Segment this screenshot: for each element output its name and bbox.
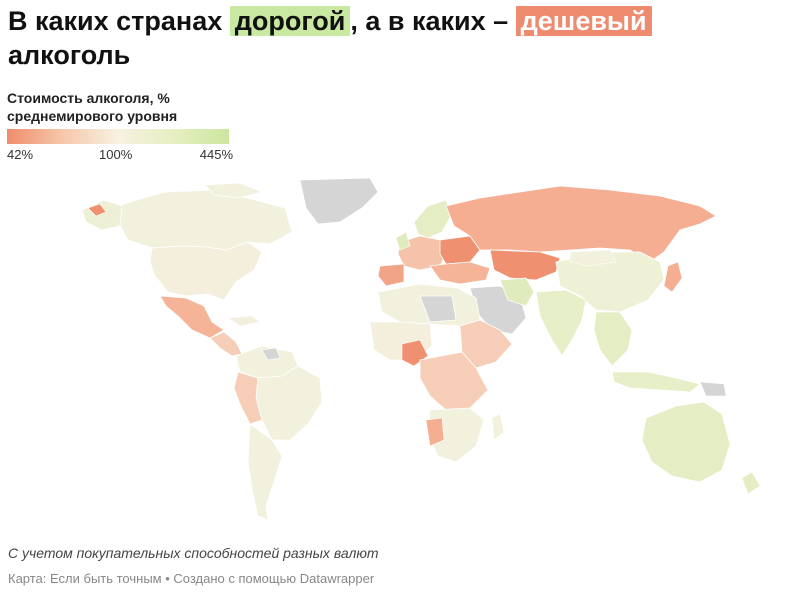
chart-title: В каких странах дорогой, а в каких – деш… <box>8 4 768 72</box>
region-central-asia[interactable] <box>489 249 561 281</box>
region-new-zealand[interactable] <box>741 471 761 495</box>
world-choropleth-map <box>81 177 761 521</box>
region-papua[interactable] <box>699 381 727 397</box>
region-uk-ireland[interactable] <box>395 231 411 251</box>
region-canada[interactable] <box>117 189 293 251</box>
region-indonesia[interactable] <box>611 371 701 393</box>
region-scandinavia[interactable] <box>413 199 453 239</box>
highlight-cheap: дешевый <box>515 6 652 36</box>
region-iran[interactable] <box>499 277 535 307</box>
region-central-america[interactable] <box>209 331 243 357</box>
title-part-3: алкоголь <box>8 40 131 70</box>
region-balkans[interactable] <box>429 261 491 285</box>
region-usa[interactable] <box>149 241 263 301</box>
region-arctic-islands[interactable] <box>204 182 264 199</box>
legend-gradient-bar <box>7 129 229 144</box>
region-southeast-asia[interactable] <box>593 311 633 367</box>
region-sahara[interactable] <box>419 295 457 323</box>
region-australia[interactable] <box>641 401 731 483</box>
legend-min-label: 42% <box>7 147 34 162</box>
region-argentina-chile[interactable] <box>247 423 283 521</box>
highlight-expensive: дорогой <box>229 6 351 36</box>
region-greenland[interactable] <box>299 177 379 225</box>
footnote: С учетом покупательных способностей разн… <box>8 545 379 561</box>
region-madagascar[interactable] <box>491 413 505 441</box>
legend-mid-label: 100% <box>99 147 133 162</box>
region-brazil[interactable] <box>255 365 323 441</box>
region-mexico[interactable] <box>159 295 225 339</box>
legend-ticks: 42% 100% 445% <box>7 147 233 165</box>
region-japan[interactable] <box>663 261 683 293</box>
region-angola[interactable] <box>425 417 445 447</box>
title-part-1: В каких странах <box>8 6 230 36</box>
region-india[interactable] <box>535 289 587 357</box>
region-aleutian[interactable] <box>87 203 107 217</box>
source-credit: Карта: Если быть точным • Создано с помо… <box>8 571 375 586</box>
legend-title: Стоимость алкоголя, % среднемирового уро… <box>7 90 178 124</box>
region-peru-bolivia[interactable] <box>233 371 263 425</box>
color-legend: Стоимость алкоголя, % среднемирового уро… <box>7 89 237 165</box>
region-alaska[interactable] <box>81 199 123 231</box>
region-caribbean[interactable] <box>227 315 261 327</box>
region-iberia[interactable] <box>377 263 405 287</box>
region-china[interactable] <box>555 251 665 313</box>
region-guyana[interactable] <box>261 347 281 361</box>
region-mongolia[interactable] <box>569 249 617 267</box>
region-russia[interactable] <box>445 185 717 263</box>
legend-max-label: 445% <box>199 147 233 162</box>
title-part-2: , а в каких – <box>350 6 516 36</box>
